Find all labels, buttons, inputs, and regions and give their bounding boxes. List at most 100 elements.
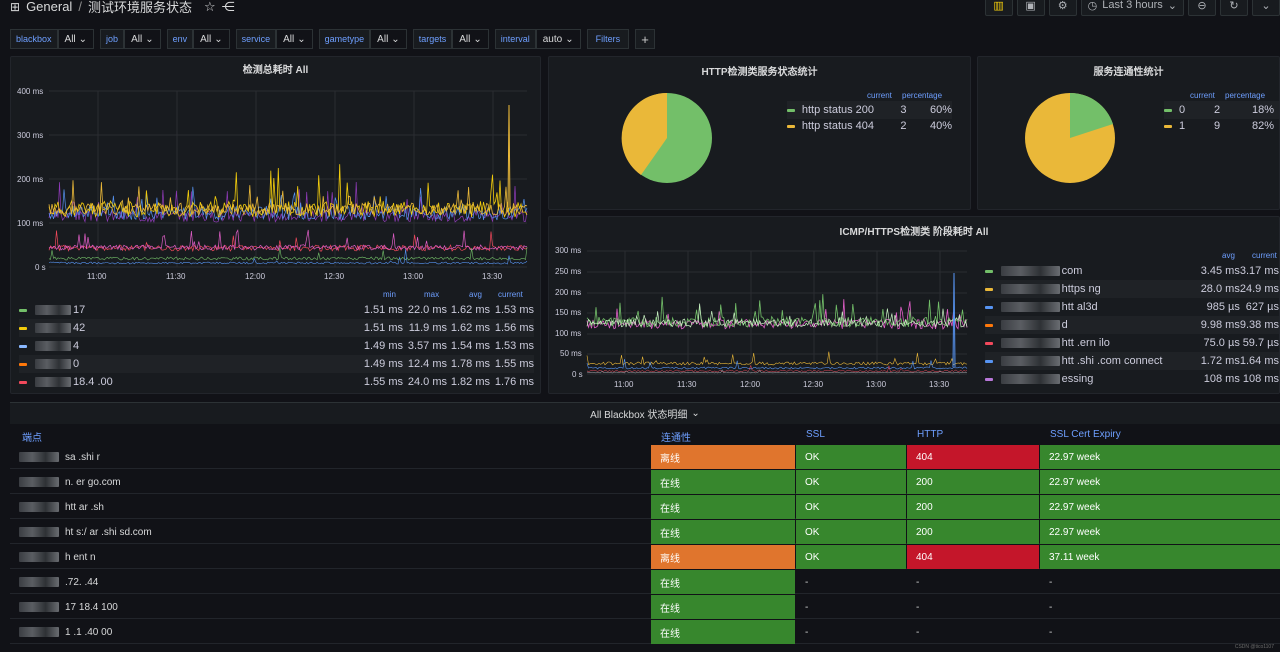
cell-http: 200 [907,495,1039,519]
legend-header-avg[interactable]: avg [1222,251,1235,260]
x-tick: 11:30 [166,272,186,281]
panel-title[interactable]: 服务连通性统计 [1093,67,1164,78]
legend-row[interactable]: htt .ern ilo 75.0 µs 59.7 µs [985,334,1279,352]
legend-percentage: 18% [1252,104,1275,116]
legend-row[interactable]: http status 200 3 60% [787,101,952,119]
col-header-ssl-expiry[interactable]: SSL Cert Expiry [1050,429,1121,440]
legend-header-current[interactable]: current [498,290,523,299]
table-row[interactable]: 1 .1 .40 00 在线 - - - [10,620,1280,644]
dashboards-grid-icon[interactable]: ⊞ [10,0,21,14]
var-select-env[interactable]: All ⌄ [193,29,230,49]
redacted-endpoint-mask [19,552,59,562]
zoom-out-icon: ⊖ [1197,0,1207,12]
table-row[interactable]: .72. .44 在线 - - - [10,570,1280,594]
var-select-targets[interactable]: All ⌄ [452,29,489,49]
var-select-gametype[interactable]: All ⌄ [370,29,407,49]
star-icon[interactable]: ☆ [203,0,216,14]
breadcrumb: ⊞ General / 测试环境服务状态 ☆ ⋲ [10,0,235,16]
x-tick: 12:30 [803,380,824,389]
cell-connectivity: 在线 [651,570,795,594]
refresh-button[interactable]: ↻ [1220,0,1248,16]
legend-current: 1.53 ms [494,340,534,352]
legend-row[interactable]: 0 2 18% [1164,101,1279,119]
pie-slice-offline[interactable] [1070,92,1113,138]
table-row[interactable]: ht s:/ ar .shi sd.com 在线 OK 200 22.97 week [10,520,1280,544]
legend-row[interactable]: 0 1.49 ms 12.4 ms 1.78 ms 1.55 ms [19,355,534,373]
cell-http: - [916,626,920,638]
var-select-job[interactable]: All ⌄ [124,29,161,49]
legend-row[interactable]: https ng 28.0 ms 24.9 ms [985,280,1279,298]
row-header-blackbox[interactable]: All Blackbox 状态明细 ⌄ [10,402,1280,424]
series-line [48,164,528,218]
legend-row[interactable]: essing 108 ms 108 ms [985,370,1279,388]
legend-header-percentage[interactable]: percentage [1225,91,1266,100]
table-header: 端点 连通性 SSL HTTP SSL Cert Expiry [10,426,1280,444]
legend-row[interactable]: 42 1.51 ms 11.9 ms 1.62 ms 1.56 ms [19,319,534,337]
table-row[interactable]: h ent n 离线 OK 404 37.11 week [10,545,1280,569]
table-row[interactable]: sa .shi r 离线 OK 404 22.97 week [10,445,1280,469]
col-header-connectivity[interactable]: 连通性 [661,433,691,444]
time-range-picker[interactable]: ◷ Last 3 hours ⌄ [1080,0,1184,16]
legend-current: 24.9 ms [1239,283,1279,295]
pie-slice-404[interactable] [621,92,667,175]
legend-swatch [1164,108,1172,112]
add-panel-button[interactable]: ▥ [984,0,1013,16]
dashboard-title[interactable]: 测试环境服务状态 [87,0,192,15]
save-button[interactable]: ▣ [1016,0,1045,16]
y-tick: 50 ms [560,349,582,358]
cell-connectivity: 离线 [651,445,795,469]
legend-min: 1.49 ms [363,340,403,352]
legend-row[interactable]: htt .shi .com connect 1.72 ms 1.64 ms [985,352,1279,370]
zoom-out-button[interactable]: ⊖ [1188,0,1216,16]
col-header-http[interactable]: HTTP [917,429,944,440]
cell-ssl: - [805,601,809,613]
filters-label[interactable]: Filters [586,29,630,49]
cell-connectivity: 在线 [651,520,795,544]
table-row[interactable]: n. er go.com 在线 OK 200 22.97 week [10,470,1280,494]
legend-row[interactable]: 1 9 82% [1164,117,1279,135]
panel-phase-latency: ICMP/HTTPS检测类 阶段耗时 All 300 ms 250 ms 200… [548,216,1280,394]
legend-row[interactable]: 4 1.49 ms 3.57 ms 1.54 ms 1.53 ms [19,337,534,355]
legend-avg: 1.62 ms [450,322,490,334]
breadcrumb-folder[interactable]: General [26,0,73,14]
legend-header-min[interactable]: min [383,290,396,299]
legend-row[interactable]: http status 404 2 40% [787,117,952,135]
chevron-down-icon: ⌄ [214,33,223,45]
legend-swatch [19,380,27,384]
share-icon[interactable]: ⋲ [221,0,235,14]
refresh-interval-dropdown[interactable]: ⌄ [1252,0,1280,16]
cell-ssl: OK [796,545,906,569]
panel-title[interactable]: ICMP/HTTPS检测类 阶段耗时 All [839,227,989,238]
legend-name: htt .ern ilo [1061,337,1110,349]
panel-title[interactable]: 检测总耗时 All [242,65,309,76]
legend-row[interactable]: 18.4 .00 1.55 ms 24.0 ms 1.82 ms 1.76 ms [19,373,534,391]
var-select-blackbox[interactable]: All ⌄ [57,29,95,49]
cell-ssl-expiry: 37.11 week [1040,545,1280,569]
var-select-service[interactable]: All ⌄ [276,29,313,49]
legend-row[interactable]: d 9.98 ms 9.38 ms [985,316,1279,334]
add-filter-button[interactable]: + [635,29,656,49]
table-row[interactable]: 17 18.4 100 在线 - - - [10,595,1280,619]
gear-icon: ⚙ [1057,0,1068,12]
cell-ssl: - [805,626,809,638]
endpoint-text: n. er go.com [65,476,121,488]
chevron-down-icon: ⌄ [1261,0,1271,12]
y-tick: 150 ms [555,308,582,317]
settings-button[interactable]: ⚙ [1048,0,1077,16]
legend-current: 2 [1214,104,1221,116]
legend-header-percentage[interactable]: percentage [902,91,943,100]
legend-header-avg[interactable]: avg [469,290,482,299]
legend-row[interactable]: 17 1.51 ms 22.0 ms 1.62 ms 1.53 ms [19,301,534,319]
legend-header-current[interactable]: current [1252,251,1277,260]
col-header-ssl[interactable]: SSL [806,429,825,440]
col-header-endpoint[interactable]: 端点 [22,433,42,444]
legend-header-current[interactable]: current [867,91,892,100]
legend-header-current[interactable]: current [1190,91,1215,100]
legend-row[interactable]: com 3.45 ms 3.17 ms [985,262,1279,280]
legend-header-max[interactable]: max [424,290,440,299]
legend-swatch [985,269,993,273]
legend-row[interactable]: htt al3d 985 µs 627 µs [985,298,1279,316]
var-select-interval[interactable]: auto ⌄ [535,29,581,49]
panel-title[interactable]: HTTP检测类服务状态统计 [701,67,818,78]
table-row[interactable]: htt ar .sh 在线 OK 200 22.97 week [10,495,1280,519]
